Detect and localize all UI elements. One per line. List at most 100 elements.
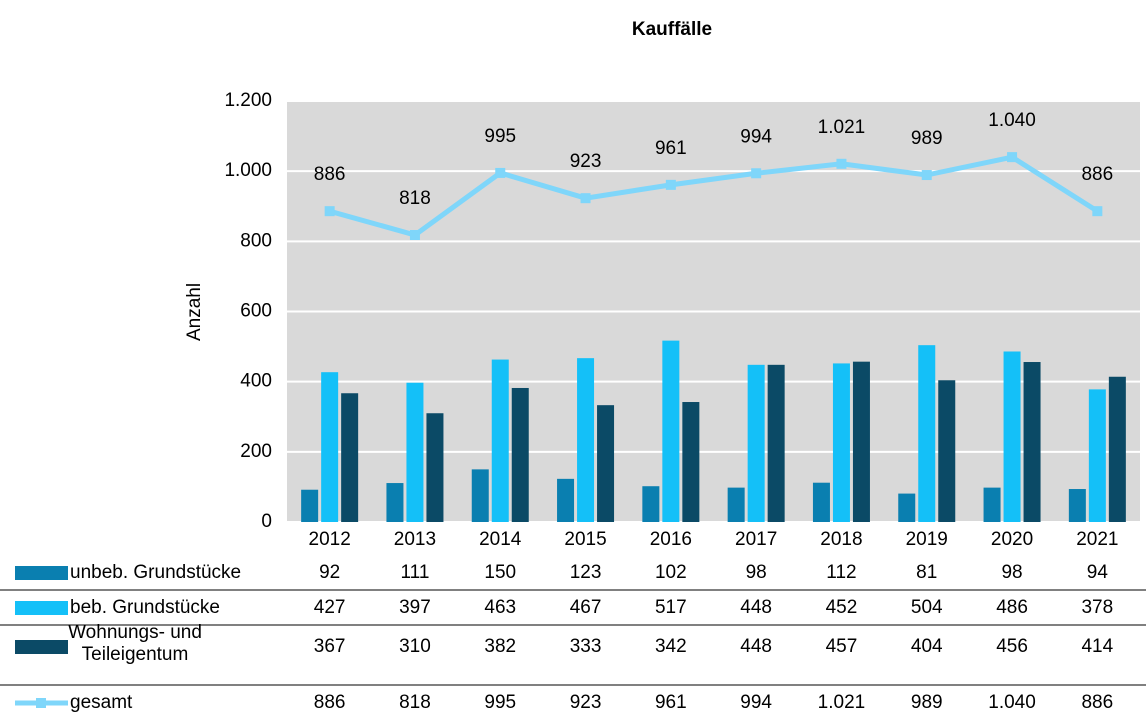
y-tick-label: 800 xyxy=(240,230,272,251)
bar xyxy=(662,340,680,522)
table-value: 961 xyxy=(655,692,687,713)
bar xyxy=(1023,362,1041,522)
bar xyxy=(727,487,745,522)
table-value: 333 xyxy=(570,636,602,657)
table-value: 448 xyxy=(740,636,772,657)
bar xyxy=(511,387,529,522)
line-marker xyxy=(409,230,420,241)
legend-label: gesamt xyxy=(70,692,133,713)
line-marker xyxy=(1007,152,1018,163)
x-tick-label: 2012 xyxy=(309,529,351,550)
data-label: 995 xyxy=(484,126,516,147)
table-value: 989 xyxy=(911,692,943,713)
y-tick-label: 400 xyxy=(240,371,272,392)
bar xyxy=(1003,351,1021,522)
legend-key-marker xyxy=(36,698,46,708)
legend-label: unbeb. Grundstücke xyxy=(70,562,241,583)
table-value: 92 xyxy=(319,562,340,583)
bar xyxy=(983,487,1001,522)
table-value: 427 xyxy=(314,597,346,618)
table-value: 102 xyxy=(655,562,687,583)
table-value: 517 xyxy=(655,597,687,618)
x-tick-label: 2020 xyxy=(991,529,1033,550)
table-value: 150 xyxy=(484,562,516,583)
bar xyxy=(1088,389,1106,522)
line-marker xyxy=(836,158,847,169)
data-label: 923 xyxy=(570,151,602,172)
table-value: 98 xyxy=(746,562,767,583)
x-tick-label: 2014 xyxy=(479,529,522,550)
bar xyxy=(597,405,615,522)
y-tick-label: 600 xyxy=(240,301,272,322)
data-label: 818 xyxy=(399,188,431,209)
bar xyxy=(426,413,444,522)
bar xyxy=(386,483,404,522)
chart-title: Kauffälle xyxy=(632,19,712,40)
bar xyxy=(491,359,509,522)
table-value: 367 xyxy=(314,636,346,657)
legend-label: beb. Grundstücke xyxy=(70,597,220,618)
table-value: 123 xyxy=(570,562,602,583)
bar xyxy=(832,363,850,522)
bar xyxy=(1068,489,1086,522)
table-value: 886 xyxy=(314,692,346,713)
table-value: 111 xyxy=(401,562,430,583)
table-value: 886 xyxy=(1081,692,1113,713)
table-value: 310 xyxy=(399,636,431,657)
x-tick-label: 2015 xyxy=(564,529,606,550)
x-tick-label: 2018 xyxy=(820,529,862,550)
data-label: 1.040 xyxy=(988,110,1036,131)
bar xyxy=(642,486,660,522)
bar xyxy=(747,364,765,522)
x-tick-label: 2013 xyxy=(394,529,436,550)
table-value: 452 xyxy=(826,597,858,618)
line-marker xyxy=(324,206,335,217)
table-value: 995 xyxy=(484,692,516,713)
line-marker xyxy=(921,170,932,181)
table-value: 504 xyxy=(911,597,943,618)
table-value: 818 xyxy=(399,692,431,713)
table-value: 98 xyxy=(1001,562,1022,583)
x-tick-label: 2017 xyxy=(735,529,777,550)
legend-key xyxy=(15,566,68,580)
bar xyxy=(1108,376,1126,522)
table-value: 1.021 xyxy=(818,692,866,713)
line-marker xyxy=(1092,206,1103,217)
bar xyxy=(852,361,870,522)
y-tick-label: 0 xyxy=(261,511,272,532)
table-value: 994 xyxy=(740,692,772,713)
table-value: 397 xyxy=(399,597,431,618)
bar xyxy=(682,402,700,522)
line xyxy=(328,154,1099,238)
bar xyxy=(471,469,489,522)
table-value: 467 xyxy=(570,597,602,618)
bar xyxy=(406,382,424,522)
table-value: 456 xyxy=(996,636,1028,657)
bar xyxy=(557,478,575,522)
legend-key xyxy=(15,640,68,654)
table-value: 81 xyxy=(916,562,937,583)
table-value: 923 xyxy=(570,692,602,713)
bar xyxy=(812,482,830,522)
table-value: 404 xyxy=(911,636,943,657)
line-marker xyxy=(495,167,506,178)
legend-text: Wohnungs- und Teileigentum xyxy=(68,622,202,665)
y-axis-label: Anzahl xyxy=(184,283,205,341)
data-label: 994 xyxy=(740,126,772,147)
bar xyxy=(321,372,339,522)
table-value: 382 xyxy=(484,636,516,657)
table-value: 486 xyxy=(996,597,1028,618)
table-value: 457 xyxy=(826,636,858,657)
y-tick-label: 200 xyxy=(240,441,272,462)
table-value: 463 xyxy=(484,597,516,618)
data-label: 886 xyxy=(314,164,346,185)
bar xyxy=(301,489,319,522)
y-tick-label: 1.200 xyxy=(224,90,272,111)
table-value: 378 xyxy=(1081,597,1113,618)
x-tick-label: 2016 xyxy=(650,529,692,550)
data-label: 989 xyxy=(911,128,943,149)
bar xyxy=(577,358,595,522)
table-value: 414 xyxy=(1081,636,1113,657)
table-value: 342 xyxy=(655,636,687,657)
